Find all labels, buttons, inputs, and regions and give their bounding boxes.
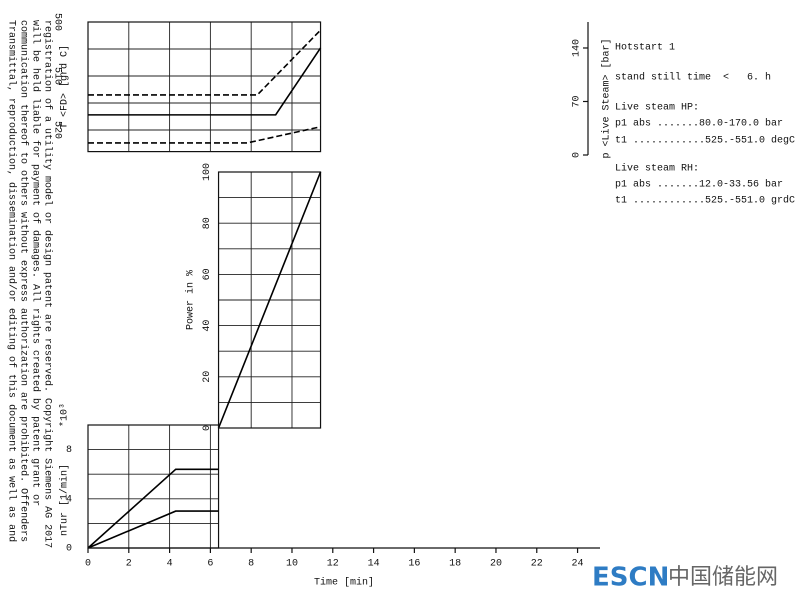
y-axis-label: nTur [1/min] <box>59 464 71 536</box>
panel-frame <box>217 171 322 429</box>
x-axis-label: Time [min] <box>314 577 374 589</box>
info-line: Live steam HP: <box>615 102 699 114</box>
y-tick-label: 0 <box>572 152 583 158</box>
x-tick-label: 8 <box>248 559 254 570</box>
y-tick-label: 20 <box>202 371 213 383</box>
data-line <box>88 47 322 116</box>
x-tick-label: 22 <box>531 559 543 570</box>
y-tick-label: 8 <box>66 445 72 456</box>
y-tick-label: 40 <box>202 320 213 332</box>
y-multiplier: *10³ <box>59 403 71 427</box>
info-line: Live steam RH: <box>615 163 699 175</box>
info: Hotstart 1 stand still time < 6. h Live … <box>615 43 795 207</box>
y-tick-label: 100 <box>202 163 213 181</box>
y-tick-label: 510 <box>51 67 62 85</box>
notice-line: Transmittal, reproduction, dissemination… <box>5 20 17 542</box>
data-line <box>88 29 322 96</box>
info-line: p1 abs .......12.0-33.56 bar <box>615 179 783 191</box>
x-tick-label: 4 <box>167 559 173 570</box>
y-axis-label: T <FD> [grd C] <box>59 45 71 129</box>
y-tick-label: 60 <box>202 268 213 280</box>
x-tick-label: 16 <box>408 559 420 570</box>
x-tick-label: 14 <box>368 559 380 570</box>
data-line <box>87 468 219 549</box>
data-line <box>87 510 219 549</box>
y-tick-label: 140 <box>572 39 583 57</box>
x-tick-label: 6 <box>207 559 213 570</box>
x-tick-label: 12 <box>327 559 339 570</box>
data-line <box>88 125 321 144</box>
y-tick-label: 0 <box>66 544 72 555</box>
y-tick-label: 4 <box>66 494 72 505</box>
x-tick-label: 24 <box>572 559 584 570</box>
y-tick-label: 80 <box>202 217 213 229</box>
y-axis-label: p <Live Steam> [bar] <box>601 38 613 158</box>
y-tick-label: 520 <box>51 121 62 139</box>
x-tick-label: 10 <box>286 559 298 570</box>
notice-line: communication thereof to others without … <box>17 20 29 542</box>
data-line <box>217 171 322 429</box>
panel-frame <box>87 21 322 153</box>
notice-line: registration of a utility model or desig… <box>41 20 53 548</box>
x-tick-label: 20 <box>490 559 502 570</box>
info-line: t1 ............525.-551.0 grdC <box>615 195 795 207</box>
x-tick-label: 0 <box>85 559 91 570</box>
notice-line: will be held liable for payment of damag… <box>29 20 41 506</box>
y-tick-label: 0 <box>202 425 213 431</box>
y-tick-label: 500 <box>51 13 62 31</box>
info-line: stand still time < 6. h <box>615 72 771 84</box>
info-line: p1 abs .......80.0-170.0 bar <box>615 118 783 130</box>
info-line: Hotstart 1 <box>615 43 675 54</box>
x-tick-label: 2 <box>126 559 132 570</box>
notice: Transmittal, reproduction, dissemination… <box>5 20 53 548</box>
x-tick-label: 18 <box>449 559 461 570</box>
info-line: t1 ............525.-551.0 degC <box>615 135 795 147</box>
y-tick-label: 70 <box>572 95 583 107</box>
y-axis-label: Power in % <box>185 270 197 330</box>
watermark-text: 中国储能网 <box>668 565 778 590</box>
watermark-logo: ESCN <box>592 563 669 593</box>
